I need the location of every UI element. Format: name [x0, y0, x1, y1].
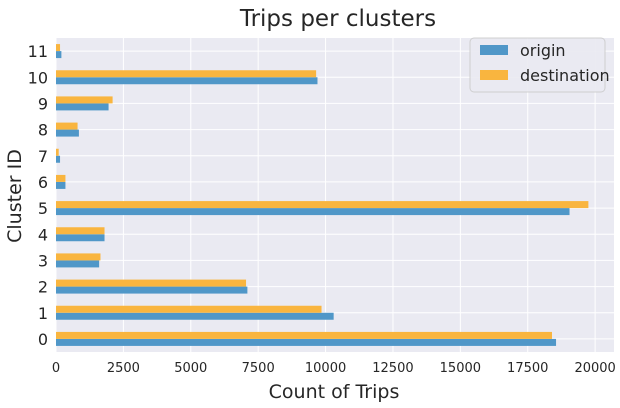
x-tick-labels: 0 2500 5000 7500 10000 12500 15000 17500 20000: [52, 361, 616, 376]
bar-destination-cluster-7: [56, 148, 59, 156]
y-tick-label: 11: [28, 42, 48, 61]
y-tick-label: 9: [38, 94, 48, 113]
bar-destination-cluster-0: [56, 331, 552, 339]
y-tick-label: 6: [38, 173, 48, 192]
legend-label-origin: origin: [520, 41, 566, 60]
x-tick-label: 7500: [242, 361, 275, 376]
x-tick-label: 2500: [107, 361, 140, 376]
x-axis-title: Count of Trips: [269, 381, 400, 403]
bar-origin-cluster-4: [56, 234, 105, 242]
x-tick-label: 12500: [372, 361, 413, 376]
bar-destination-cluster-10: [56, 70, 317, 78]
y-tick-label: 3: [38, 251, 48, 270]
x-tick-label: 0: [52, 361, 60, 376]
bar-origin-cluster-11: [56, 51, 62, 59]
y-tick-label: 0: [38, 330, 48, 349]
y-tick-label: 8: [38, 121, 48, 140]
y-tick-labels: 0 1 2 3 4 5 6 7 8 9 10 11: [28, 42, 48, 349]
bar-destination-cluster-8: [56, 122, 78, 130]
x-tick-label: 10000: [305, 361, 346, 376]
bar-destination-cluster-6: [56, 174, 66, 182]
x-tick-label: 17500: [507, 361, 548, 376]
bar-destination-cluster-9: [56, 96, 113, 104]
bar-destination-cluster-2: [56, 279, 247, 287]
bar-origin-cluster-8: [56, 129, 79, 137]
bar-origin-cluster-7: [56, 155, 61, 163]
bar-destination-cluster-5: [56, 201, 589, 209]
y-tick-label: 10: [28, 68, 48, 87]
bar-origin-cluster-9: [56, 103, 109, 111]
x-tick-label: 15000: [440, 361, 481, 376]
legend-label-destination: destination: [520, 66, 610, 85]
legend-swatch-destination: [480, 70, 508, 80]
bar-origin-cluster-5: [56, 208, 570, 216]
chart-title: Trips per clusters: [239, 6, 436, 32]
bar-destination-cluster-1: [56, 305, 322, 313]
x-tick-label: 5000: [174, 361, 207, 376]
bar-origin-cluster-10: [56, 77, 318, 85]
bar-destination-cluster-11: [56, 44, 61, 52]
y-axis-title: Cluster ID: [4, 149, 26, 243]
legend-swatch-origin: [480, 45, 508, 55]
y-tick-label: 5: [38, 199, 48, 218]
bar-origin-cluster-3: [56, 260, 100, 268]
bar-origin-cluster-0: [56, 338, 557, 346]
bar-destination-cluster-3: [56, 253, 101, 261]
bar-origin-cluster-6: [56, 181, 66, 189]
legend: origin destination: [469, 37, 610, 93]
x-tick-label: 20000: [574, 361, 615, 376]
y-tick-label: 7: [38, 147, 48, 166]
y-tick-label: 1: [38, 304, 48, 323]
y-tick-label: 2: [38, 278, 48, 297]
bar-destination-cluster-4: [56, 227, 105, 235]
bars: [56, 44, 589, 346]
bar-origin-cluster-1: [56, 312, 334, 320]
y-tick-label: 4: [38, 225, 48, 244]
bar-origin-cluster-2: [56, 286, 248, 294]
